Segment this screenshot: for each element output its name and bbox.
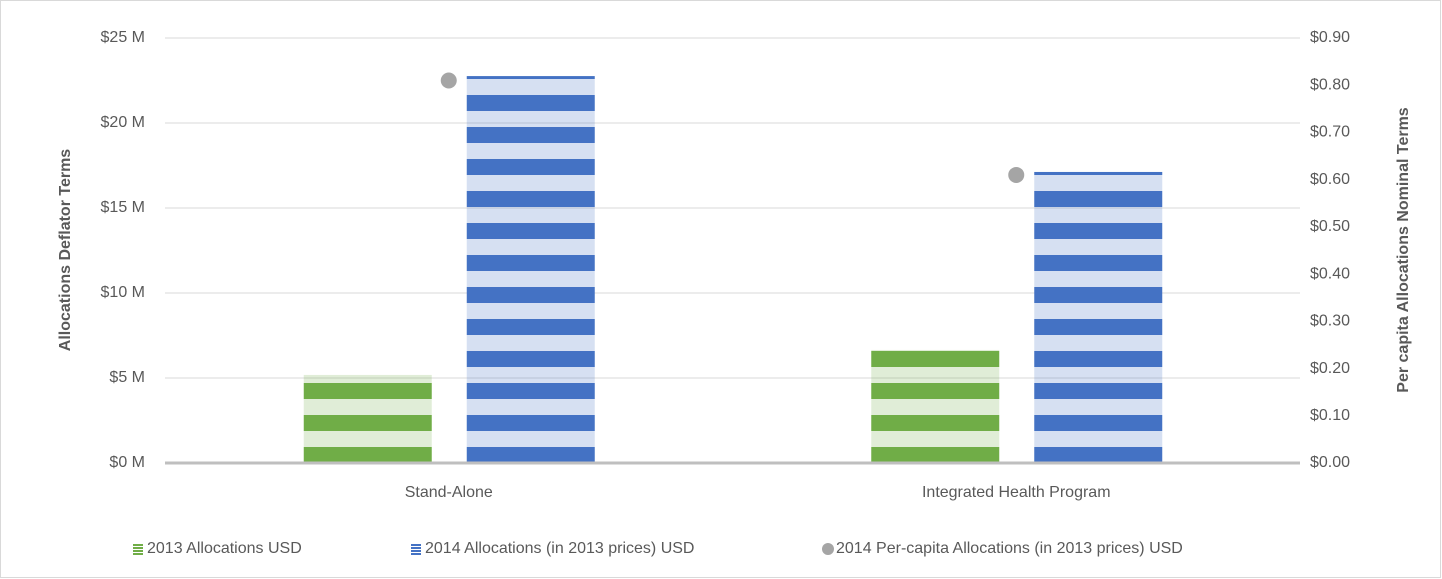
y2-tick-label: $0.10: [1310, 407, 1350, 424]
point: [1008, 166, 1025, 183]
x-tick-label: Integrated Health Program: [922, 484, 1111, 501]
legend-swatch: [411, 547, 421, 549]
y-tick-label: $20 M: [101, 114, 145, 131]
y-axis-title: Allocations Deflator Terms: [57, 149, 74, 352]
bar: [871, 349, 1000, 463]
y2-tick-label: $0.90: [1310, 29, 1350, 46]
y-tick-label: $0 M: [109, 454, 145, 471]
legend-swatch: [133, 547, 143, 549]
y2-tick-label: $0.60: [1310, 171, 1350, 188]
y-tick-label: $10 M: [101, 284, 145, 301]
y2-axis-title: Per capita Allocations Nominal Terms: [1395, 107, 1412, 393]
legend-swatch: [822, 543, 834, 555]
y-tick-label: $25 M: [101, 29, 145, 46]
y2-tick-label: $0.20: [1310, 360, 1350, 377]
legend-swatch: [133, 550, 143, 552]
legend-swatch: [411, 544, 421, 546]
y-tick-label: $5 M: [109, 369, 145, 386]
legend-swatch: [411, 550, 421, 552]
y-tick-label: $15 M: [101, 199, 145, 216]
legend-swatch: [133, 553, 143, 555]
y2-tick-label: $0.30: [1310, 313, 1350, 330]
point: [440, 72, 457, 89]
y2-tick-label: $0.70: [1310, 124, 1350, 141]
y2-tick-label: $0.00: [1310, 454, 1350, 471]
legend-swatch: [133, 544, 143, 546]
y2-tick-label: $0.80: [1310, 76, 1350, 93]
bar: [303, 374, 432, 463]
legend-swatch: [411, 553, 421, 555]
y2-tick-label: $0.40: [1310, 265, 1350, 282]
legend-label: 2014 Per-capita Allocations (in 2013 pri…: [836, 540, 1183, 557]
legend-label: 2014 Allocations (in 2013 prices) USD: [425, 540, 694, 557]
y2-tick-label: $0.50: [1310, 218, 1350, 235]
legend-label: 2013 Allocations USD: [147, 540, 302, 557]
bar: [466, 76, 595, 463]
bar: [1034, 171, 1163, 463]
x-tick-label: Stand-Alone: [405, 484, 493, 501]
